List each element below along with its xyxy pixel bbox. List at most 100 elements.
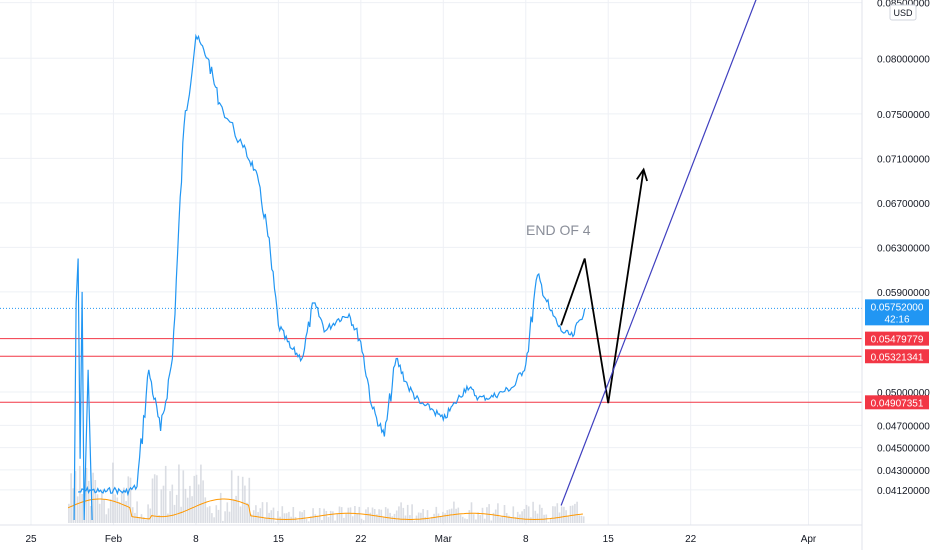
volume-bar [156,475,158,523]
volume-bar [263,518,266,523]
volume-bar [103,499,105,523]
volume-bar [541,507,543,523]
projection-line[interactable] [560,169,645,404]
volume-bar [272,507,275,523]
volume-bar [490,520,493,523]
x-tick-label: Apr [801,534,817,545]
volume-bar [567,516,570,523]
y-tick-label: 0.07100000 [877,154,930,165]
volume-bar [193,475,196,523]
volume-bar [96,494,99,523]
volume-bar [345,513,347,523]
volume-bar [200,464,202,523]
volume-bar [76,496,79,523]
volume-bar [250,514,253,523]
volume-bar [327,517,330,523]
volume-bar [74,471,77,523]
volume-bar [138,517,141,523]
volume-bar [453,501,455,523]
volume-bar [332,511,334,523]
volume-bar [296,520,299,523]
volume-bar [244,485,246,523]
volume-bar [294,517,297,523]
volume-bar [182,470,185,523]
volume-bar [239,506,242,523]
volume-bar [448,509,451,523]
volume-bar [195,474,198,523]
volume-bar [246,502,248,523]
volume-bar [151,478,154,523]
volume-bar [360,518,363,523]
volume-bar [94,480,97,523]
volume-bar [118,502,121,523]
x-tick-label: 15 [603,534,615,545]
level-badge [865,349,929,364]
volume-bar [450,508,453,523]
volume-bar [158,515,160,523]
volume-bar [235,495,237,523]
volume-bar [224,511,226,523]
volume-bar [571,505,574,523]
volume-bar [147,504,149,523]
horizontal-levels[interactable] [0,338,862,403]
volume-bar [582,516,585,523]
volume-bar [538,504,541,523]
volume-bar [556,503,559,523]
volume-bar [149,508,152,523]
volume-bar [457,507,460,523]
volume-bar [255,505,257,523]
y-tick-label: 0.04700000 [877,421,930,432]
volume-bar [431,516,433,523]
volume-bar [164,465,167,523]
volume-bar [549,518,552,523]
time-axis-background[interactable] [0,525,862,550]
volume-bar [303,510,306,523]
volume-bar [428,519,431,523]
volume-bar [226,502,229,523]
volume-bar [483,518,486,523]
x-tick-label: 8 [193,534,199,545]
drawings[interactable] [560,0,785,506]
volume-bar [114,494,116,523]
annotation-end-of-4[interactable]: END OF 4 [526,222,591,238]
volume-bar [382,517,385,523]
level-badge [865,331,929,346]
volume-bar [455,508,457,523]
volume-bar [171,484,174,523]
volume-bar [68,503,70,523]
volume-bar [230,470,233,523]
volume-bar [475,519,477,523]
volume-bar [248,477,251,523]
volume-bar [329,510,332,523]
volume-bar [222,520,224,523]
volume-bar [398,506,400,523]
volume-bar [125,501,127,523]
y-tick-label: 0.05900000 [877,288,930,299]
trend-line[interactable] [560,0,785,506]
volume-bar [162,485,165,523]
currency-label-box [889,4,917,21]
volume-bar [277,511,279,523]
x-tick-label: 25 [25,534,37,545]
x-tick-label: 8 [523,534,529,545]
volume-bar [400,502,402,523]
volume-bar [81,494,83,523]
x-tick-label: Mar [435,534,453,545]
volume-bar [340,507,343,523]
volume-bar [530,517,532,523]
price-axis-background[interactable] [862,0,932,550]
volume-bar [109,499,112,523]
volume-bar [354,506,356,523]
volume-bar [356,513,358,523]
volume-bar [411,504,413,523]
volume-bar [211,513,213,523]
volume-bar [435,506,438,523]
volume-bar [497,503,499,523]
currency-label[interactable]: USD [889,4,917,21]
volume-bar [576,501,578,523]
volume-bar [241,476,244,523]
volume-bar [70,473,72,523]
volume-bar [228,511,231,523]
volume-bar [563,506,565,523]
volume-bar [334,520,336,523]
